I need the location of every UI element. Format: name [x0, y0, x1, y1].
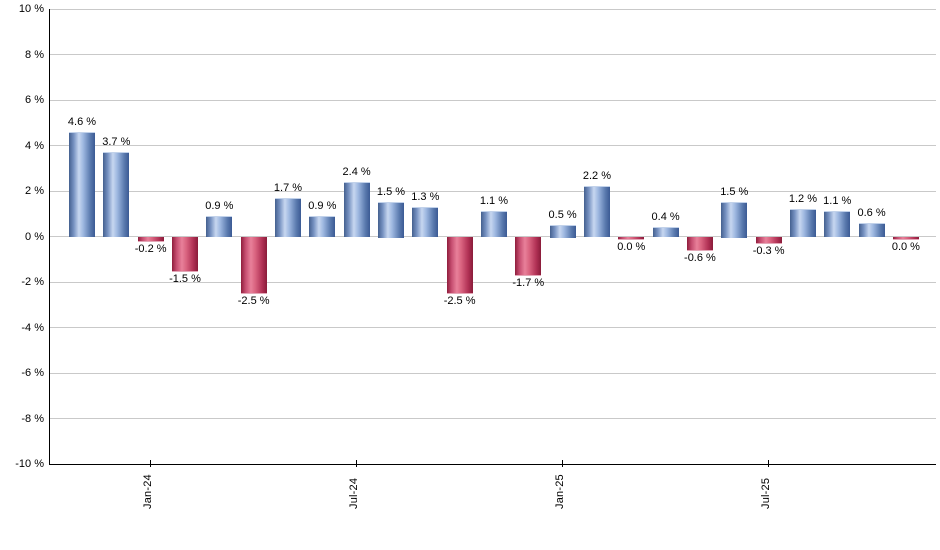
bar-Jan-24: [137, 236, 164, 243]
y-axis-tick-label: -8 %: [21, 412, 44, 425]
bar-Dec-23: [103, 152, 130, 238]
bar-Jun-24: [309, 216, 336, 238]
bar-value-label: -2.5 %: [237, 295, 270, 308]
bar-value-label: 2.2 %: [582, 170, 611, 183]
bar-value-label: 1.5 %: [376, 186, 406, 199]
x-axis-tick-label: Jan-24: [141, 474, 154, 509]
bar-value-label: -2.5 %: [443, 295, 476, 308]
bar-Oct-25: [858, 222, 885, 238]
plot-area: 4.6 % 3.7 % -0.2 % -1.5 % 0.9 % -2.5 % 1.7 % 0.…: [49, 8, 936, 467]
y-axis-tick-label: 4 %: [25, 139, 44, 152]
bar-Dec-24: [515, 236, 542, 277]
gridline: [50, 145, 936, 146]
bar-Mar-24: [206, 216, 233, 238]
gridline: [50, 327, 936, 328]
y-axis-tick-label: -10 %: [15, 458, 44, 470]
y-axis-tick-label: 10 %: [18, 3, 44, 15]
bar-value-label: 1.5 %: [720, 186, 749, 199]
bar-value-label: 3.7 %: [102, 136, 131, 149]
gridline: [50, 99, 936, 101]
bar-value-label: 0.5 %: [548, 209, 577, 222]
x-axis-tick-label: Jul-24: [347, 477, 360, 509]
gridline: [50, 281, 936, 283]
bar-value-label: -0.6 %: [684, 252, 716, 265]
gridline: [50, 418, 936, 419]
bar-value-label: 2.4 %: [342, 165, 371, 178]
x-axis-tick-label: Jul-25: [759, 477, 772, 509]
bar-Jul-25: [755, 236, 782, 245]
bar-Nov-24: [480, 211, 507, 238]
bar-Apr-24: [240, 236, 267, 295]
gridline: [50, 54, 936, 55]
bar-Sep-25: [824, 211, 851, 238]
bar-value-label: 0.6 %: [857, 206, 886, 219]
gridline: [50, 8, 936, 10]
bar-value-label: -0.2 %: [134, 243, 167, 256]
bar-Jun-25: [721, 202, 748, 238]
bar-value-label: 1.7 %: [273, 181, 303, 194]
bar-Feb-25: [583, 186, 610, 238]
bar-Nov-23: [69, 131, 95, 238]
y-axis-tick-label: 2 %: [25, 185, 44, 197]
bar-Mar-25: [618, 236, 645, 240]
bar-value-label: 1.3 %: [411, 190, 440, 203]
bar-Jan-25: [549, 225, 576, 238]
y-axis-tick-label: 8 %: [25, 48, 44, 61]
bar-Feb-24: [171, 236, 198, 272]
bar-value-label: 0.0 %: [891, 240, 920, 253]
x-axis-tick: [150, 460, 152, 467]
y-axis-tick-label: 6 %: [25, 94, 44, 106]
bar-Oct-24: [446, 236, 473, 295]
gridline: [50, 372, 936, 374]
bar-value-label: 0.4 %: [651, 211, 680, 224]
bar-value-label: 1.1 %: [823, 195, 852, 208]
bar-value-label: 0.9 %: [308, 200, 337, 213]
bar-value-label: 4.6 %: [67, 115, 97, 128]
y-axis-tick-label: -4 %: [21, 321, 44, 334]
x-axis-tick: [562, 460, 564, 467]
bar-Sep-24: [412, 206, 439, 238]
y-axis-tick-label: -2 %: [21, 276, 44, 288]
bar-May-24: [274, 197, 301, 238]
bar-Apr-25: [652, 227, 679, 238]
y-axis-tick-label: -6 %: [21, 367, 44, 379]
bar-Aug-25: [789, 209, 816, 238]
bar-value-label: -1.5 %: [169, 272, 201, 285]
x-axis-tick: [356, 460, 358, 467]
bar-Jul-24: [343, 181, 370, 238]
bar-value-label: 1.2 %: [788, 193, 817, 206]
bar-May-25: [686, 236, 713, 252]
bar-value-label: -0.3 %: [752, 245, 785, 258]
bar-value-label: 0.9 %: [205, 200, 234, 213]
gridline: [50, 190, 936, 192]
y-axis-tick-label: 0 %: [25, 230, 44, 243]
bar-value-label: -1.7 %: [512, 277, 545, 290]
bar-value-label: 0.0 %: [617, 240, 646, 253]
bar-Nov-25: [892, 236, 919, 240]
bar-value-label: 1.1 %: [479, 195, 509, 208]
x-axis-tick-label: Jan-25: [553, 474, 566, 509]
x-axis-tick: [768, 460, 770, 467]
bar-Aug-24: [377, 202, 404, 238]
